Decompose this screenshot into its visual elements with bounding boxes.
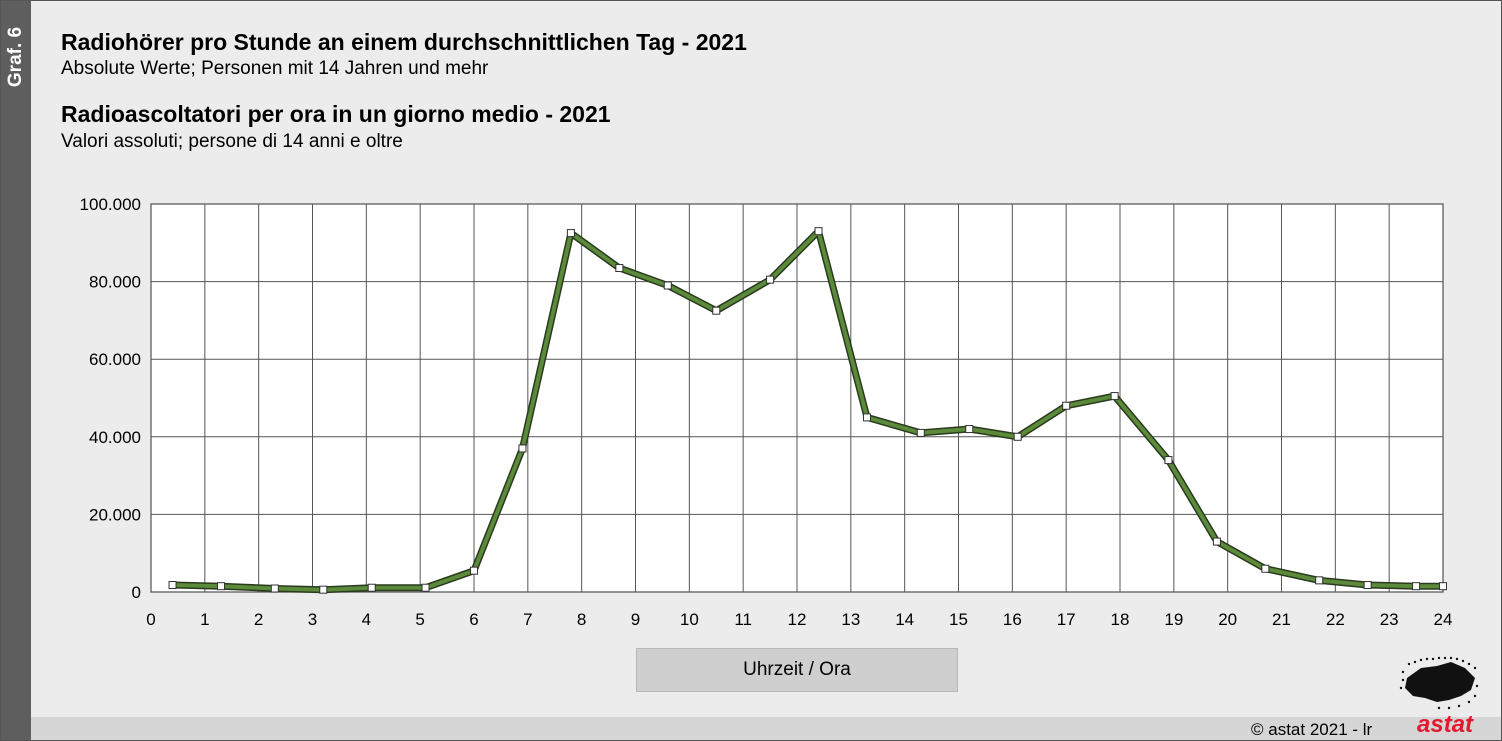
side-bar: Graf. 6	[1, 1, 31, 740]
data-point	[319, 585, 328, 594]
x-tick-label: 19	[1164, 610, 1183, 629]
x-tick-label: 17	[1057, 610, 1076, 629]
x-tick-label: 21	[1272, 610, 1291, 629]
x-tick-label: 5	[415, 610, 424, 629]
x-tick-label: 15	[949, 610, 968, 629]
subtitle-german: Absolute Werte; Personen mit 14 Jahren u…	[61, 58, 489, 79]
data-point	[1013, 432, 1022, 441]
astat-logo-text: astat	[1417, 711, 1474, 738]
y-tick-label: 80.000	[89, 273, 141, 292]
data-point	[470, 566, 478, 575]
data-point	[1164, 456, 1173, 465]
x-tick-label: 10	[680, 610, 699, 629]
x-tick-label: 20	[1218, 610, 1237, 629]
data-point	[1261, 564, 1270, 573]
data-point	[1315, 576, 1324, 585]
astat-logo-icon	[1399, 656, 1479, 710]
data-point	[814, 227, 823, 236]
x-axis-label: Uhrzeit / Ora	[743, 659, 851, 680]
data-point	[766, 275, 775, 284]
data-point	[1110, 392, 1119, 401]
data-point	[566, 229, 575, 238]
grid-lines	[150, 203, 1444, 593]
data-point	[615, 264, 624, 273]
y-tick-label: 0	[132, 583, 141, 602]
data-point	[367, 583, 376, 592]
data-point	[663, 281, 672, 290]
data-point	[168, 581, 177, 590]
x-tick-label: 0	[146, 610, 155, 629]
x-tick-label: 23	[1380, 610, 1399, 629]
data-point	[270, 584, 279, 593]
x-tick-label: 7	[523, 610, 532, 629]
title-italian: Radioascoltatori per ora in un giorno me…	[61, 101, 611, 127]
data-point	[518, 444, 527, 453]
data-point	[916, 428, 925, 437]
x-axis-ticks: 0 1 2 3 4 5 6 7 8 9 10 11 12 13 14 15 16 17 18 19 20 21 22 23 24	[146, 610, 1452, 629]
x-tick-label: 3	[308, 610, 317, 629]
x-axis-label-box: Uhrzeit / Ora	[636, 648, 958, 692]
data-point	[1439, 582, 1447, 591]
x-tick-label: 13	[841, 610, 860, 629]
x-tick-label: 12	[788, 610, 807, 629]
x-tick-label: 14	[895, 610, 914, 629]
y-axis-ticks: 0 20.000 40.000 60.000 80.000 100.000	[80, 195, 141, 602]
x-tick-label: 2	[254, 610, 263, 629]
x-tick-label: 18	[1111, 610, 1130, 629]
x-tick-label: 11	[734, 610, 752, 629]
y-tick-label: 20.000	[89, 505, 141, 524]
y-tick-label: 40.000	[89, 428, 141, 447]
data-point	[965, 425, 974, 434]
y-tick-label: 60.000	[89, 350, 141, 369]
series-points	[168, 227, 1447, 594]
x-tick-label: 6	[469, 610, 478, 629]
data-point	[862, 413, 871, 422]
copyright-text: © astat 2021 - lr	[1251, 720, 1373, 739]
x-tick-label: 8	[577, 610, 586, 629]
title-german: Radiohörer pro Stunde an einem durchschn…	[61, 29, 747, 55]
data-point	[1363, 581, 1372, 590]
x-tick-label: 9	[631, 610, 640, 629]
x-tick-label: 24	[1434, 610, 1453, 629]
subtitle-italian: Valori assoluti; persone di 14 anni e ol…	[61, 131, 403, 152]
data-point	[216, 582, 225, 591]
footer-bar	[31, 717, 1501, 740]
x-tick-label: 22	[1326, 610, 1345, 629]
data-point	[421, 583, 430, 592]
data-point	[712, 306, 721, 315]
y-tick-label: 100.000	[80, 195, 141, 214]
data-point	[1412, 582, 1421, 591]
data-point	[1062, 401, 1071, 410]
x-tick-label: 4	[362, 610, 371, 629]
data-point	[1212, 537, 1221, 546]
x-tick-label: 1	[200, 610, 209, 629]
x-tick-label: 16	[1003, 610, 1022, 629]
